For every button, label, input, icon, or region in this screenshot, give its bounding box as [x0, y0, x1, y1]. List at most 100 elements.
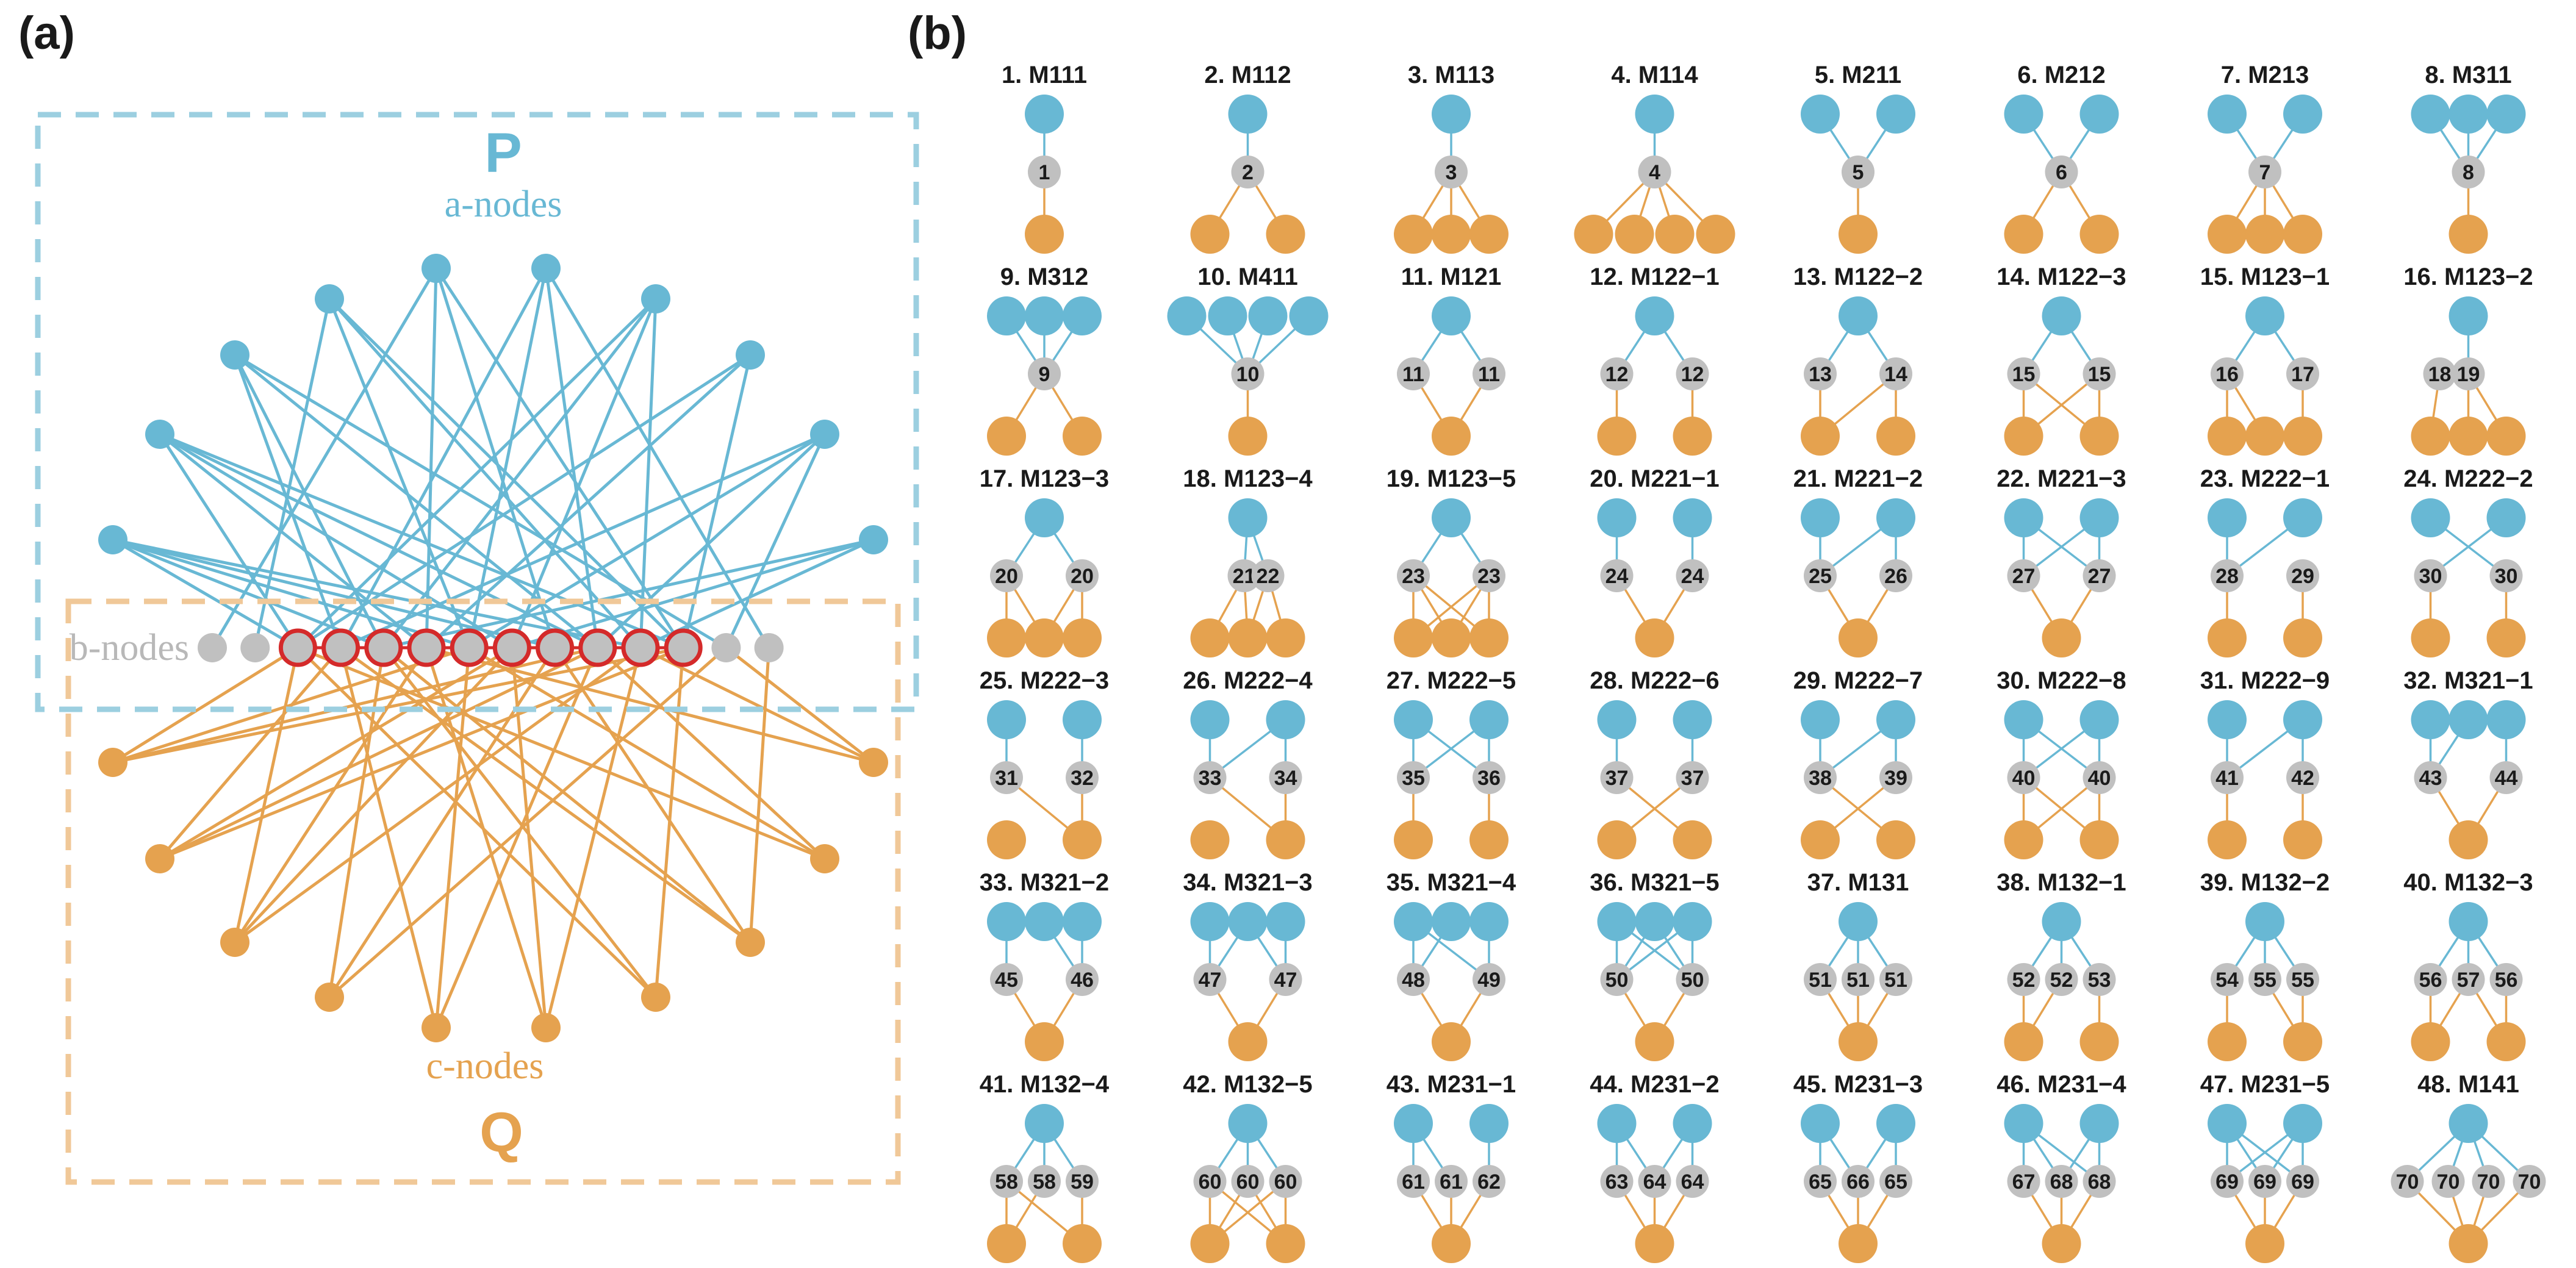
motif-b-node-label: 8: [2463, 161, 2474, 184]
motif-a-node: [1289, 296, 1329, 335]
a-b-link: [112, 538, 470, 650]
motif-c-node: [2042, 1224, 2081, 1263]
motif-b-node-label: 23: [1402, 565, 1425, 588]
motif-b-node: [1879, 559, 1912, 592]
motif-15: 15. M123−1 16 17: [2200, 263, 2330, 456]
motif-b-node-label: 40: [2088, 767, 2111, 790]
motif-c-node: [2245, 1224, 2284, 1263]
motif-b-node: [1676, 1165, 1709, 1198]
motif-a-node: [1801, 95, 1840, 134]
motif-b-node-label: 31: [995, 767, 1018, 790]
motif-a-node: [1635, 902, 1674, 941]
motif-c-node: [1025, 215, 1064, 254]
c-node: [220, 928, 249, 957]
motif-title: 24. M222−2: [2403, 465, 2533, 492]
motif-b-node-label: 33: [1199, 767, 1222, 790]
motif-b-node: [1397, 963, 1430, 996]
motif-title: 13. M122−2: [1793, 263, 1923, 290]
motif-b-node: [1676, 963, 1709, 996]
motif-b-node-label: 22: [1257, 565, 1280, 588]
motif-a-node: [1597, 1104, 1637, 1143]
a-b-link: [328, 298, 471, 648]
motif-c-node: [1266, 1224, 1305, 1263]
a-b-link: [253, 298, 331, 648]
b-node-highlighted: [321, 628, 361, 667]
motif-c-node: [1597, 820, 1637, 859]
motif-b-node: [2248, 963, 2281, 996]
motif-a-node: [2004, 700, 2043, 739]
c-nodes-label: c-nodes: [426, 1045, 544, 1087]
motif-a-node: [1025, 902, 1064, 941]
c-node: [531, 1013, 561, 1042]
motif-b-node-label: 37: [1681, 767, 1704, 790]
motif-a-node: [987, 296, 1026, 335]
motif-b-node: [1066, 761, 1099, 794]
motif-4: 4. M114 4: [1574, 62, 1735, 254]
c-b-link: [553, 647, 752, 944]
motif-b-node: [2286, 559, 2319, 592]
motif-c-node: [2486, 417, 2526, 456]
motif-c-node: [1432, 417, 1471, 456]
motif-a-node: [1167, 296, 1207, 335]
motif-b-node: [2286, 357, 2319, 390]
motif-c-node: [1696, 215, 1735, 254]
panel-a-label: (a): [18, 7, 75, 59]
motif-c-node: [2411, 618, 2450, 657]
motif-b-node-label: 60: [1199, 1170, 1222, 1194]
motif-c-node: [1266, 215, 1305, 254]
motif-1: 1. M111 1: [1002, 62, 1087, 254]
motif-13: 13. M122−2 13 14: [1793, 263, 1923, 456]
motif-b-node: [2211, 559, 2244, 592]
motif-16: 16. M123−2 18 19: [2403, 263, 2533, 456]
motif-b-node: [2211, 357, 2244, 390]
b-node: [198, 633, 227, 662]
b-node-highlighted: [492, 628, 531, 667]
motif-b-node-label: 52: [2050, 969, 2073, 992]
motif-b-node-label: 17: [2291, 363, 2314, 386]
b-node-highlighted: [621, 628, 660, 667]
motif-a-node: [2411, 700, 2450, 739]
motif-b-node: [2083, 963, 2116, 996]
motif-28: 28. M222−6 37 37: [1590, 667, 1720, 859]
motif-c-node: [2208, 618, 2247, 657]
motif-a-node: [2004, 1104, 2043, 1143]
a-node: [98, 525, 127, 554]
motif-b-node: [1028, 357, 1061, 390]
motif-b-node-label: 39: [1884, 767, 1907, 790]
motif-6: 6. M212 6: [2004, 62, 2119, 254]
motif-35: 35. M321−4 48 49: [1387, 869, 1516, 1061]
c-b-link: [234, 646, 642, 944]
a-b-link: [159, 432, 598, 650]
motif-title: 32. M321−1: [2403, 667, 2533, 694]
motif-b-node: [2007, 761, 2040, 794]
motif-title: 46. M231−4: [1997, 1071, 2126, 1098]
motif-a-node: [1063, 296, 1102, 335]
a-node: [531, 254, 561, 283]
motif-b-node-label: 1: [1039, 161, 1050, 184]
motif-b-node: [1600, 559, 1634, 592]
a-b-link: [340, 432, 826, 650]
panel-a: (a) P a-nodes b-nodes c-nodes Q: [18, 7, 919, 1185]
motif-b-node-label: 55: [2253, 969, 2276, 992]
motif-c-node: [2449, 417, 2488, 456]
b-node-highlighted: [536, 628, 575, 667]
motif-b-node-label: 28: [2215, 565, 2239, 588]
c-nodes: [98, 748, 888, 1042]
c-links: [112, 646, 875, 1028]
motif-title: 21. M221−2: [1793, 465, 1923, 492]
motif-title: 18. M123−4: [1183, 465, 1313, 492]
c-node: [810, 844, 839, 873]
a-b-link: [233, 354, 386, 649]
motif-a-node: [1248, 296, 1288, 335]
motif-a-node: [1801, 700, 1840, 739]
motif-b-node-label: 54: [2215, 969, 2239, 992]
motif-b-node-label: 3: [1446, 161, 1457, 184]
motif-b-node: [2083, 559, 2116, 592]
motif-a-node: [1190, 700, 1230, 739]
motif-b-node-label: 2: [1242, 161, 1254, 184]
motif-c-node: [1876, 820, 1915, 859]
motif-b-node-label: 9: [1039, 363, 1050, 386]
a-b-link: [425, 268, 438, 648]
motif-title: 40. M132−3: [2403, 869, 2533, 896]
motif-9: 9. M312 9: [987, 263, 1102, 456]
